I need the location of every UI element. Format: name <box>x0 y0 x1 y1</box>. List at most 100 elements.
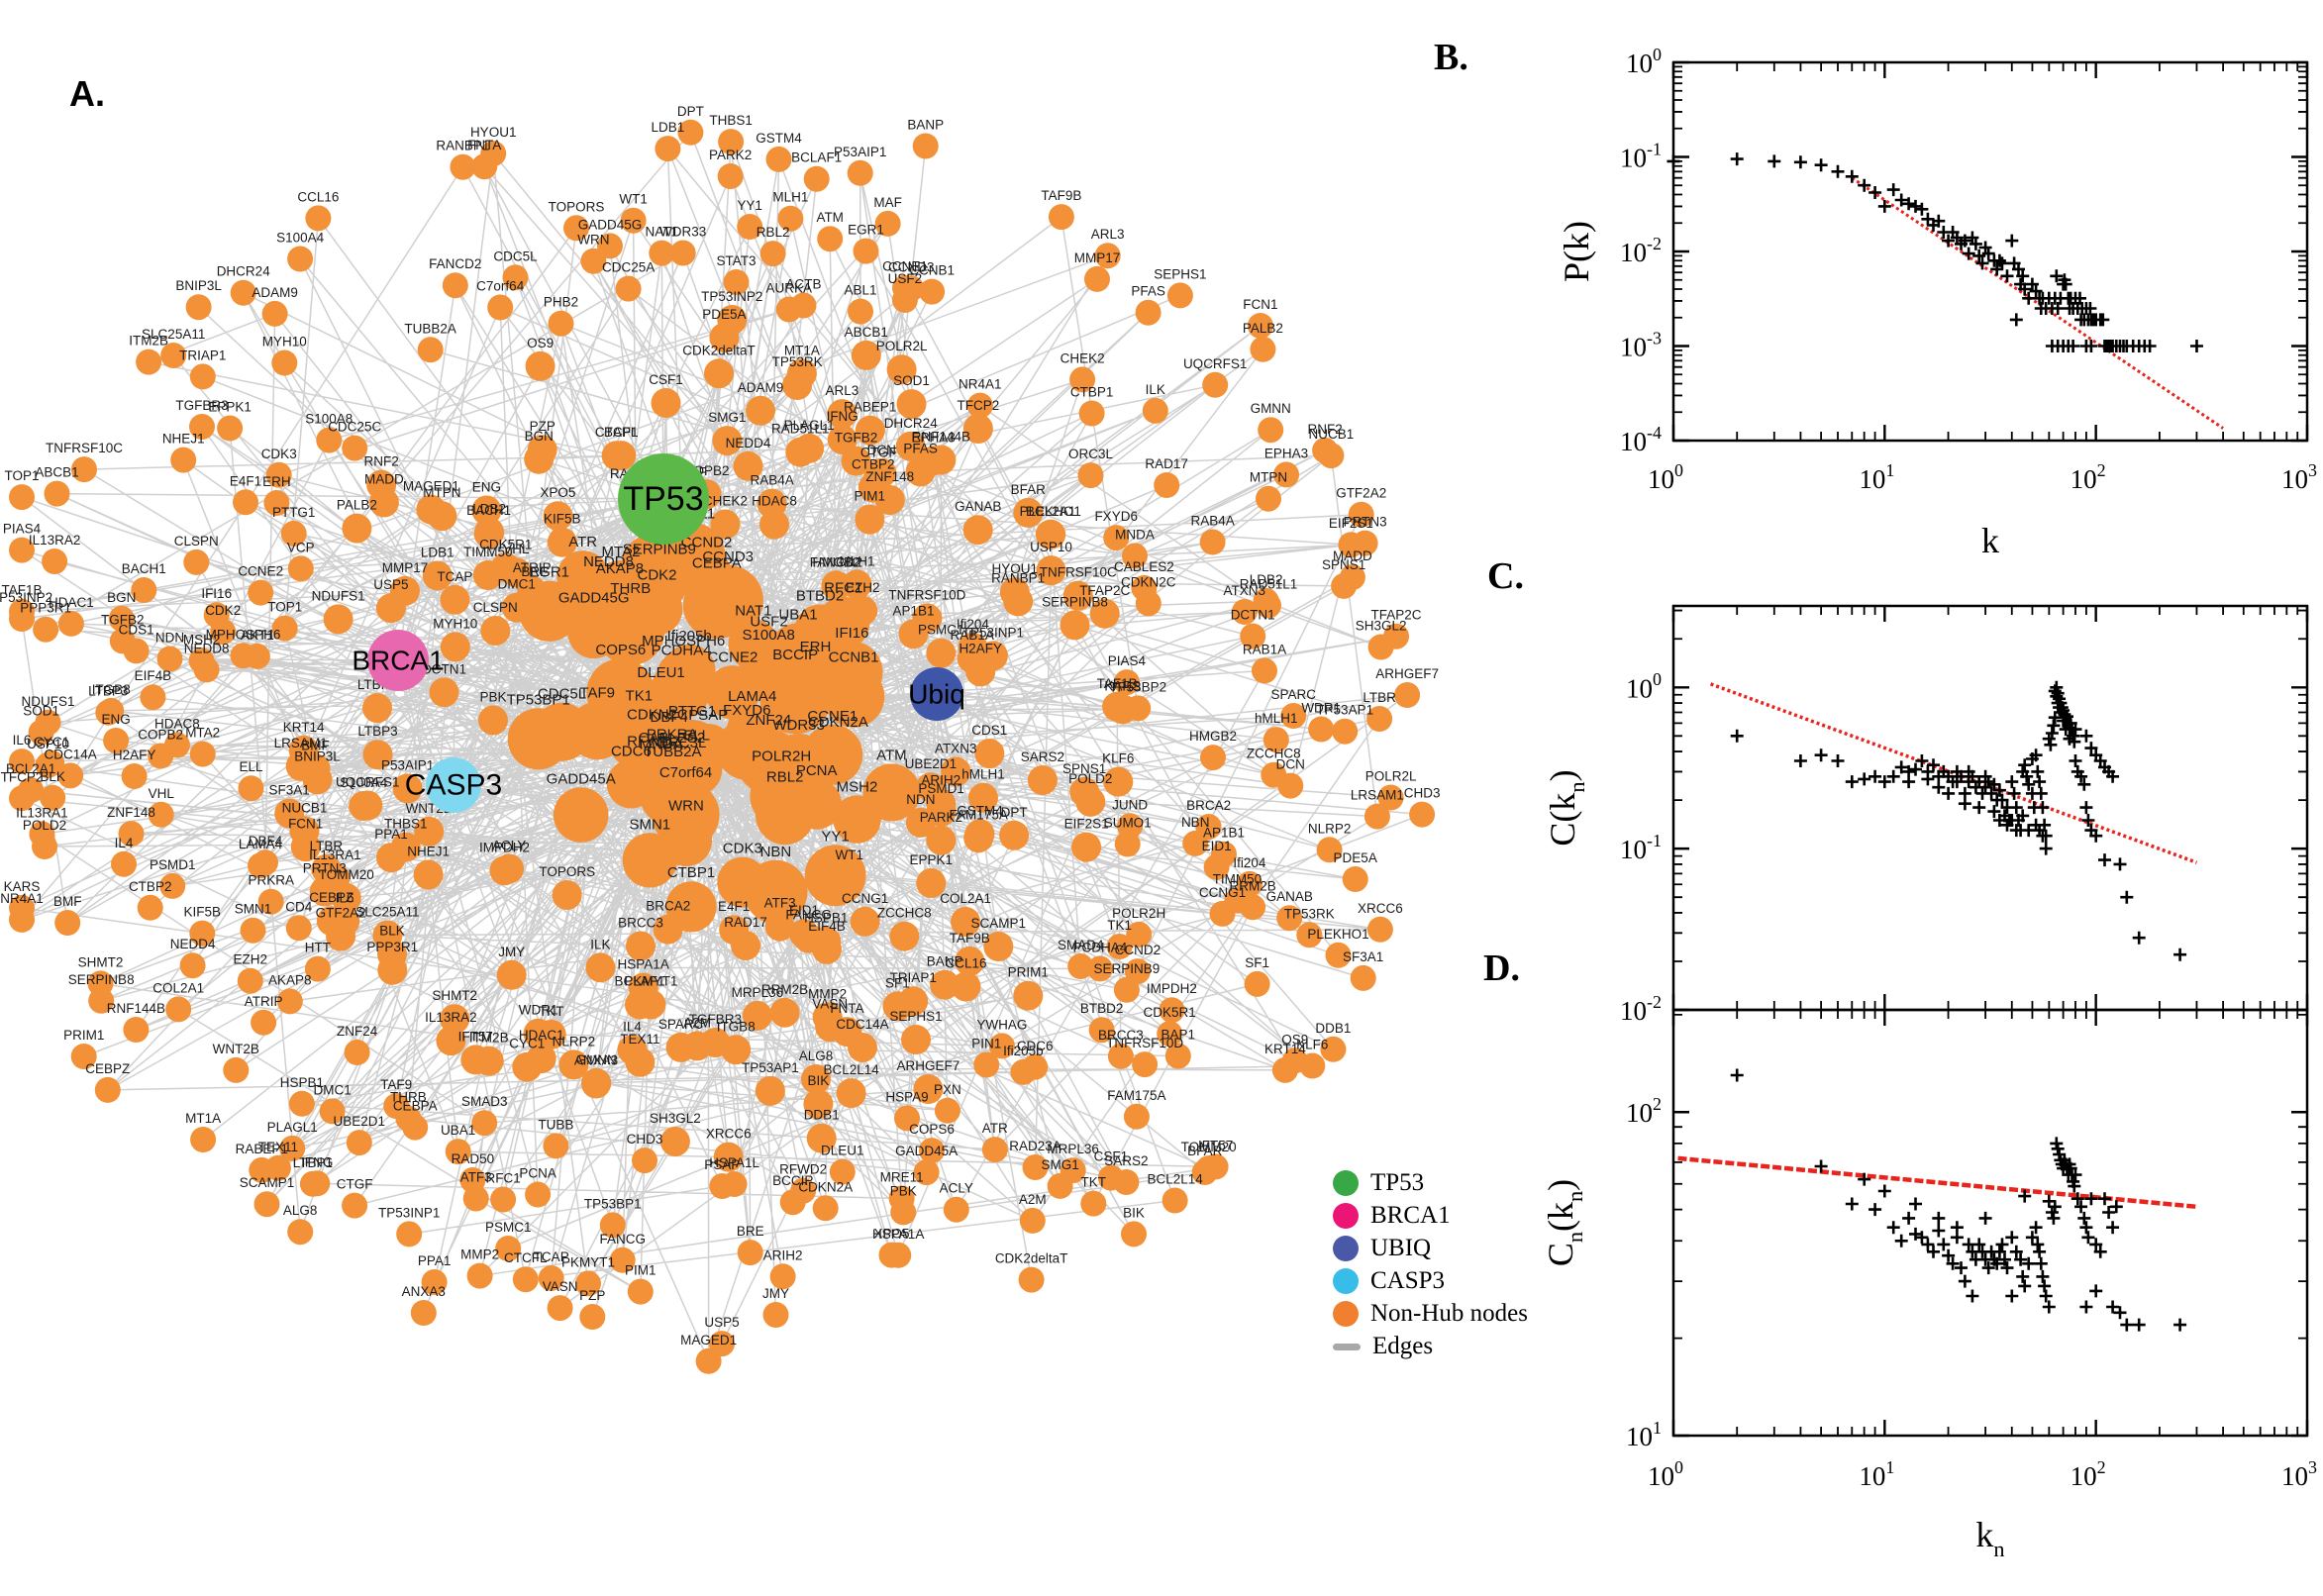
non-hub-node[interactable] <box>95 699 122 726</box>
non-hub-node[interactable] <box>230 279 256 306</box>
non-hub-node[interactable] <box>543 1133 569 1159</box>
non-hub-node[interactable] <box>848 595 878 626</box>
non-hub-node[interactable] <box>183 549 210 575</box>
non-hub-node[interactable] <box>1159 997 1185 1024</box>
non-hub-node[interactable] <box>249 1156 275 1183</box>
non-hub-node[interactable] <box>1060 610 1090 641</box>
non-hub-node[interactable] <box>346 1130 372 1156</box>
non-hub-node[interactable] <box>9 748 35 775</box>
non-hub-node[interactable] <box>131 577 157 603</box>
non-hub-node[interactable] <box>257 888 284 915</box>
non-hub-node[interactable] <box>981 1137 1008 1163</box>
non-hub-node[interactable] <box>490 1186 517 1213</box>
non-hub-node[interactable] <box>1164 1043 1191 1069</box>
non-hub-node[interactable] <box>1122 543 1148 569</box>
non-hub-node[interactable] <box>377 954 408 985</box>
non-hub-node[interactable] <box>285 750 316 781</box>
non-hub-node[interactable] <box>1299 1052 1326 1079</box>
non-hub-node[interactable] <box>1125 695 1152 722</box>
non-hub-node[interactable] <box>777 205 804 232</box>
non-hub-node[interactable] <box>1022 1154 1049 1180</box>
non-hub-node[interactable] <box>1013 980 1044 1011</box>
non-hub-node[interactable] <box>841 446 871 476</box>
non-hub-node[interactable] <box>29 821 55 848</box>
non-hub-node[interactable] <box>620 207 647 234</box>
non-hub-node[interactable] <box>1325 942 1352 968</box>
non-hub-node[interactable] <box>472 560 503 590</box>
hub-nodes[interactable]: TP53 BRCA1 CASP3 Ubiq <box>352 453 965 813</box>
non-hub-node[interactable] <box>626 931 656 961</box>
non-hub-node[interactable] <box>366 469 397 500</box>
non-hub-node[interactable] <box>502 264 529 291</box>
non-hub-node[interactable] <box>1166 282 1193 309</box>
non-hub-node[interactable] <box>762 1302 789 1328</box>
non-hub-node[interactable] <box>1103 525 1130 551</box>
non-hub-node[interactable] <box>791 778 843 830</box>
non-hub-node[interactable] <box>9 598 35 625</box>
non-hub-node[interactable] <box>769 997 800 1028</box>
non-hub-node[interactable] <box>665 1032 696 1062</box>
non-hub-node[interactable] <box>1135 299 1162 326</box>
non-hub-node[interactable] <box>507 708 569 770</box>
non-hub-node[interactable] <box>609 1247 636 1273</box>
non-hub-node[interactable] <box>42 549 68 574</box>
non-hub-node[interactable] <box>88 987 115 1014</box>
non-hub-node[interactable] <box>962 515 993 546</box>
non-hub-node[interactable] <box>1113 976 1140 1003</box>
non-hub-node[interactable] <box>1103 766 1134 797</box>
non-hub-node[interactable] <box>323 604 354 635</box>
non-hub-node[interactable] <box>718 129 745 155</box>
non-hub-node[interactable] <box>558 1049 589 1080</box>
non-hub-node[interactable] <box>812 934 842 964</box>
non-hub-node[interactable] <box>1036 555 1066 586</box>
non-hub-node[interactable] <box>898 986 929 1017</box>
non-hub-node[interactable] <box>1256 485 1281 512</box>
non-hub-node[interactable] <box>253 1191 280 1218</box>
non-hub-node[interactable] <box>757 488 787 519</box>
non-hub-node[interactable] <box>855 415 885 446</box>
non-hub-node[interactable] <box>203 602 230 629</box>
non-hub-node[interactable] <box>744 859 808 925</box>
non-hub-node[interactable] <box>137 894 163 921</box>
non-hub-node[interactable] <box>1047 1172 1073 1199</box>
non-hub-node[interactable] <box>422 560 453 591</box>
non-hub-node[interactable] <box>821 641 883 704</box>
non-hub-node[interactable] <box>894 1105 920 1132</box>
non-hub-node[interactable] <box>118 821 145 848</box>
non-hub-node[interactable] <box>916 868 947 898</box>
non-hub-node[interactable] <box>450 153 476 180</box>
non-hub-node[interactable] <box>160 343 187 368</box>
non-hub-node[interactable] <box>109 628 136 654</box>
non-hub-node[interactable] <box>188 648 215 674</box>
non-hub-node[interactable] <box>1200 745 1226 771</box>
non-hub-node[interactable] <box>1352 530 1378 556</box>
non-hub-node[interactable] <box>349 791 379 821</box>
non-hub-node[interactable] <box>189 920 216 947</box>
non-hub-node[interactable] <box>1247 313 1273 339</box>
non-hub-node[interactable] <box>829 1158 856 1185</box>
non-hub-node[interactable] <box>622 833 677 888</box>
non-hub-node[interactable] <box>1256 592 1281 619</box>
non-hub-node[interactable] <box>1348 501 1374 528</box>
non-hub-node[interactable] <box>615 275 642 302</box>
non-hub-node[interactable] <box>889 921 920 951</box>
non-hub-node[interactable] <box>299 1170 326 1197</box>
non-hub-node[interactable] <box>496 959 527 990</box>
non-hub-node[interactable] <box>342 435 368 461</box>
non-hub-node[interactable] <box>217 415 244 442</box>
non-hub-node[interactable] <box>523 1018 554 1048</box>
non-hub-node[interactable] <box>1332 718 1359 745</box>
non-hub-node[interactable] <box>1262 727 1289 753</box>
non-hub-node[interactable] <box>926 825 957 855</box>
non-hub-node[interactable] <box>271 615 298 642</box>
non-hub-node[interactable] <box>759 241 786 267</box>
non-hub-node[interactable] <box>1244 970 1270 997</box>
non-hub-node[interactable] <box>866 457 897 488</box>
non-hub-node[interactable] <box>951 907 981 937</box>
non-hub-node[interactable] <box>710 509 741 540</box>
non-hub-node[interactable] <box>812 1195 839 1222</box>
non-hub-node[interactable] <box>54 910 81 936</box>
non-hub-node[interactable] <box>148 743 174 769</box>
non-hub-node[interactable] <box>44 480 70 507</box>
non-hub-node[interactable] <box>265 461 292 488</box>
